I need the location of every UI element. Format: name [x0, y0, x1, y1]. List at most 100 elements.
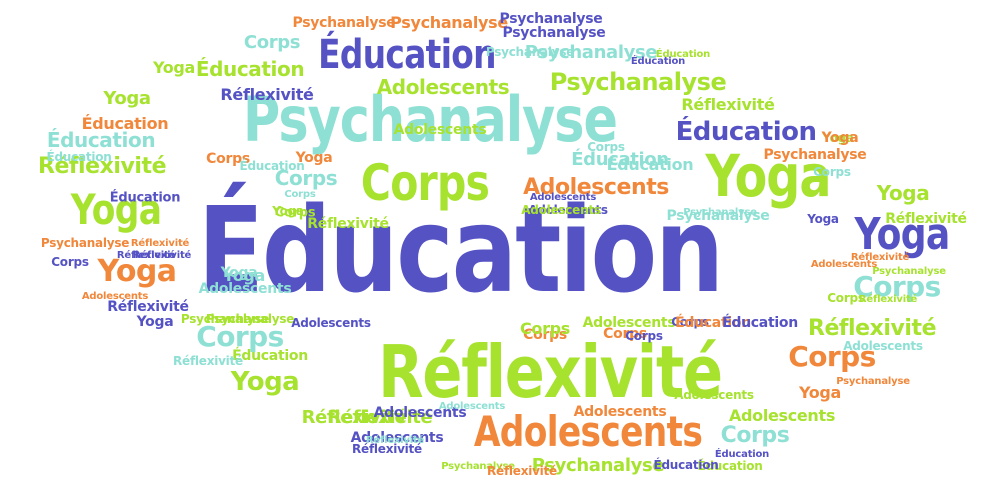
cloud-word: Psychanalyse [683, 207, 757, 218]
cloud-word: Corps [243, 32, 301, 53]
cloud-word: Yoga [295, 150, 333, 166]
cloud-word: Adolescents [674, 388, 754, 402]
cloud-word: Psychanalyse [502, 25, 606, 41]
cloud-word: Yoga [230, 367, 300, 397]
cloud-word: Psychanalyse [441, 461, 515, 472]
cloud-word: Réflexivité [107, 299, 189, 315]
cloud-word: Réflexivité [37, 154, 167, 179]
cloud-word: Corps [788, 340, 876, 373]
cloud-word: Corps [813, 165, 851, 179]
cloud-word: Éducation [46, 128, 156, 152]
cloud-word: Éducation [675, 117, 817, 147]
cloud-word: Éducation [675, 315, 751, 331]
cloud-word: Éducation [655, 49, 711, 60]
cloud-word: Réflexivité [885, 211, 967, 227]
cloud-word: Réflexivité [327, 407, 433, 428]
cloud-word: Éducation [722, 315, 798, 331]
cloud-word: Adolescents [198, 281, 292, 297]
cloud-word: Adolescents [810, 259, 878, 270]
cloud-word: Corps [51, 255, 89, 269]
cloud-word: Adolescents [291, 316, 371, 330]
cloud-word: Corps [274, 205, 316, 221]
cloud-word: Psychanalyse [524, 42, 658, 63]
cloud-word: Réflexivité [858, 294, 918, 305]
cloud-word: Yoga [705, 142, 831, 210]
cloud-word: Éducation [195, 57, 305, 81]
cloud-word: Psychanalyse [292, 15, 396, 31]
cloud-word: Réflexivité [807, 316, 937, 341]
cloud-word: Yoga [822, 131, 854, 145]
cloud-word: Adolescents [528, 203, 608, 217]
cloud-word: Éducation [239, 159, 305, 173]
cloud-word: Yoga [821, 130, 859, 146]
cloud-word: Corps [853, 270, 941, 303]
cloud-word: Corps [625, 329, 663, 343]
cloud-word: Éducation [653, 458, 719, 472]
cloud-word: Réflexivité [352, 442, 422, 456]
cloud-word: Yoga [854, 209, 951, 260]
cloud-word: Adolescents [573, 404, 667, 420]
cloud-word: Psychanalyse [242, 83, 618, 156]
cloud-word: Réflexivité [378, 330, 723, 414]
cloud-word: Adolescents [582, 315, 676, 331]
cloud-word: Réflexivité [365, 435, 425, 446]
cloud-word: Réflexivité [301, 407, 407, 428]
cloud-word: Éducation [697, 459, 763, 473]
cloud-word: Corps [523, 327, 567, 343]
cloud-word: Réflexivité [850, 252, 910, 263]
cloud-word: Corps [274, 166, 338, 190]
cloud-word: Corps [196, 320, 284, 353]
cloud-word: Psychanalyse [836, 376, 910, 387]
cloud-word: Adolescents [373, 405, 467, 421]
cloud-word: Yoga [876, 181, 930, 205]
cloud-word: Psychanalyse [485, 45, 575, 59]
cloud-word: Réflexivité [116, 250, 176, 261]
cloud-word: Adolescents [473, 407, 703, 456]
cloud-word: Adolescents [843, 339, 923, 353]
cloud-word: Corps [671, 315, 709, 329]
cloud-word: Psychanalyse [40, 236, 130, 250]
cloud-word: Adolescents [376, 75, 510, 99]
cloud-word: Psychanalyse [666, 208, 770, 224]
cloud-word: Corps [284, 189, 316, 200]
cloud-word: Éducation [606, 155, 694, 174]
cloud-word: Éducation [232, 348, 308, 364]
cloud-word: Yoga [152, 58, 196, 77]
cloud-word: Psychanalyse [499, 11, 603, 27]
cloud-word: Corps [720, 423, 790, 448]
cloud-word: Éducation [714, 449, 770, 460]
cloud-word: Réflexivité [681, 95, 775, 114]
cloud-word: Éducation [318, 32, 496, 78]
cloud-word: Corps [827, 291, 865, 305]
cloud-word: Yoga [220, 265, 258, 281]
cloud-word: Réflexivité [132, 250, 192, 261]
cloud-word: Éducation [630, 56, 686, 67]
cloud-word: Adolescents [350, 430, 444, 446]
cloud-word: Adolescents [523, 175, 669, 200]
cloud-word: Réflexivité [130, 238, 190, 249]
cloud-word: Éducation [46, 150, 112, 164]
cloud-word: Corps [206, 151, 250, 167]
cloud-word: Yoga [222, 266, 266, 285]
cloud-word: Psychanalyse [763, 147, 867, 163]
cloud-word: Psychanalyse [531, 455, 665, 476]
cloud-word: Éducation [197, 181, 724, 319]
cloud-word: Corps [603, 326, 647, 342]
cloud-word: Psychanalyse [390, 13, 508, 32]
cloud-word: Réflexivité [220, 85, 314, 104]
cloud-word: Corps [519, 319, 571, 338]
cloud-word: Adolescents [521, 203, 601, 217]
cloud-word: Yoga [136, 314, 174, 330]
cloud-word: Psychanalyse [205, 312, 295, 326]
cloud-word: Adolescents [81, 291, 149, 302]
cloud-word: Psychanalyse [872, 266, 946, 277]
cloud-word: Adolescents [728, 406, 836, 425]
cloud-word: Psychanalyse [180, 312, 270, 326]
cloud-word: Réflexivité [173, 354, 243, 368]
cloud-word: Adolescents [529, 192, 597, 203]
cloud-word: Corps [587, 140, 625, 154]
cloud-word: Éducation [571, 149, 669, 170]
cloud-word: Adolescents [393, 122, 487, 138]
cloud-word: Yoga [97, 254, 178, 289]
